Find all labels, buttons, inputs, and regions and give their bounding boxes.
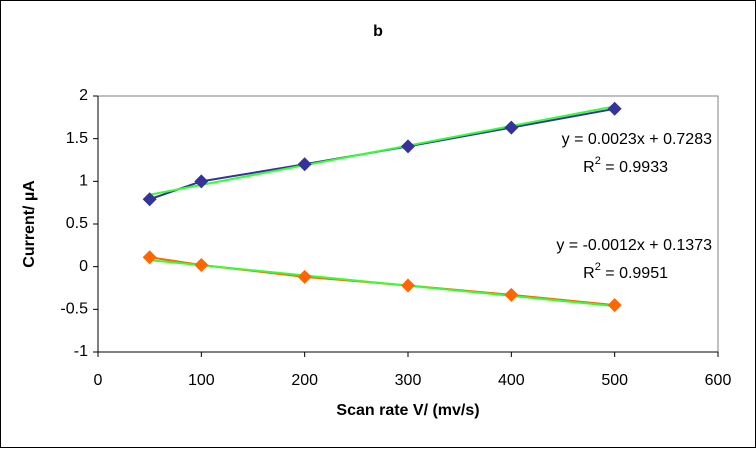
y-tick-label: -0.5 (60, 301, 88, 318)
trend-equation: y = -0.0012x + 0.1373 (556, 237, 712, 254)
marker (607, 298, 622, 313)
x-tick-label: 0 (94, 372, 103, 389)
marker (504, 287, 519, 302)
y-tick-label: 0.5 (66, 215, 88, 232)
marker (194, 257, 209, 272)
x-tick-label: 100 (188, 372, 215, 389)
marker (401, 139, 415, 154)
r2-base: R (583, 159, 595, 176)
x-tick-label: 500 (601, 372, 628, 389)
r2-sup: 2 (595, 155, 601, 167)
y-tick-label: 0 (79, 258, 88, 275)
marker (607, 101, 622, 116)
r2-sup: 2 (595, 261, 601, 273)
marker (504, 120, 519, 135)
x-tick-label: 200 (291, 372, 318, 389)
x-tick-label: 300 (395, 372, 422, 389)
trend-r2: R2 = 0.9933 (583, 155, 668, 176)
marker (401, 278, 415, 293)
y-tick-label: 2 (79, 87, 88, 104)
trendline (149, 259, 615, 308)
x-tick-label: 400 (498, 372, 525, 389)
marker (297, 269, 312, 284)
r2-rest: = 0.9933 (601, 159, 668, 176)
y-tick-label: 1 (79, 173, 88, 190)
x-tick-label: 600 (705, 372, 732, 389)
trend-equation: y = 0.0023x + 0.7283 (562, 131, 712, 148)
marker (142, 250, 157, 265)
marker (194, 174, 209, 189)
r2-base: R (583, 265, 595, 282)
y-tick-label: 1.5 (66, 130, 88, 147)
marker (297, 157, 312, 172)
r2-rest: = 0.9951 (601, 265, 668, 282)
x-axis-label: Scan rate V/ (mv/s) (336, 402, 479, 419)
trendline (149, 105, 615, 196)
marker (142, 192, 157, 207)
y-tick-label: -1 (74, 343, 88, 360)
y-axis-label: Current/ µA (21, 180, 38, 268)
trend-r2: R2 = 0.9951 (583, 261, 668, 282)
chart-title: b (373, 23, 383, 40)
